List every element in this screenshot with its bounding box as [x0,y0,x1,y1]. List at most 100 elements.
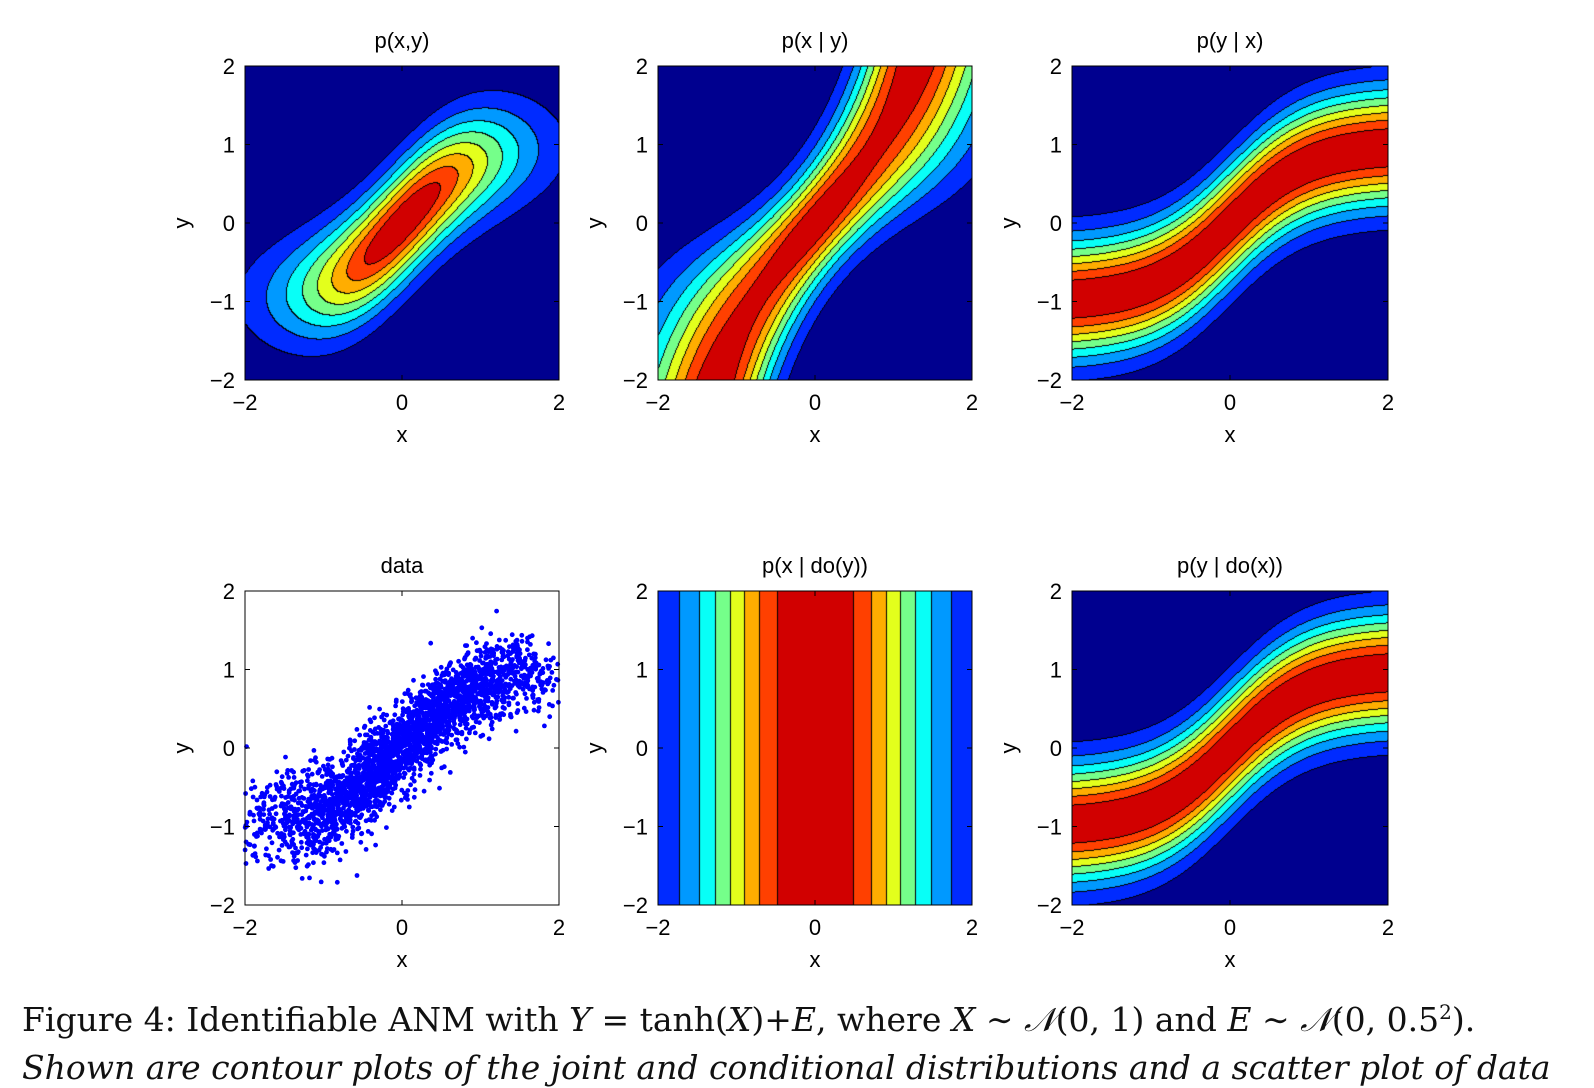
x-axis-label: x [1225,947,1236,972]
caption-math: 𝒩 [1024,1000,1056,1039]
scatter-point [435,724,440,729]
scatter-point [434,685,440,691]
scatter-point [334,879,340,885]
scatter-point [434,699,440,705]
scatter-point [355,808,361,814]
scatter-point [463,725,469,731]
scatter-point [270,827,276,833]
scatter-point [396,745,402,751]
scatter-point [501,699,507,705]
scatter-point [405,753,410,758]
scatter-point [293,850,299,856]
scatter-point [425,682,431,687]
scatter-point [549,670,555,675]
scatter-point [448,692,454,697]
caption-math: ). [1451,1000,1476,1039]
y-tick-label: 0 [1050,211,1062,236]
scatter-point [289,838,295,844]
scatter-point [543,657,549,663]
caption-label: Figure 4: [22,1000,176,1039]
scatter-point [278,803,284,809]
scatter-point [392,734,397,740]
heatmap-image-1 [658,66,972,380]
scatter-point [546,641,551,647]
scatter-point [379,789,385,795]
y-tick-label: −2 [1037,368,1062,393]
scatter-point [299,779,304,785]
scatter-point [291,775,297,780]
scatter-point [359,812,365,818]
scatter-point [455,686,461,691]
scatter-point [400,712,405,718]
scatter-point [447,770,453,775]
scatter-point [417,726,422,732]
scatter-point [440,678,445,684]
scatter-point [449,742,455,747]
scatter-point [465,650,471,655]
panel-title: data [381,553,425,578]
scatter-point [474,648,480,654]
scatter-point [513,638,519,644]
scatter-point [545,681,551,687]
x-axis-label: x [397,422,408,447]
x-tick-label: 2 [966,390,978,415]
scatter-point [353,758,359,764]
x-tick-label: 2 [1382,915,1394,940]
y-axis-label: y [169,218,194,229]
scatter-point [487,690,492,696]
scatter-point [520,686,526,692]
scatter-point [418,721,423,727]
scatter-point [273,811,279,817]
scatter-point [525,647,530,653]
y-tick-label: 2 [1050,579,1062,604]
scatter-point [389,759,395,765]
scatter-point [383,754,388,760]
scatter-point [399,699,405,704]
scatter-point [316,818,321,824]
scatter-point [255,806,260,811]
caption-text: , where [816,1000,952,1039]
scatter-point [428,640,434,646]
x-tick-label: 0 [396,390,408,415]
scatter-point [494,669,500,675]
scatter-point [355,826,360,832]
heatmap-image-0 [245,66,559,380]
scatter-point [285,819,291,825]
scatter-point [312,757,317,763]
scatter-point [492,705,498,711]
scatter-point [551,682,557,688]
scatter-point [483,654,489,660]
scatter-point [433,676,438,682]
scatter-point [289,768,294,773]
scatter-point [434,716,439,722]
scatter-point [411,794,417,800]
scatter-point [325,778,331,784]
scatter-point [522,664,528,670]
scatter-point [436,737,441,742]
scatter-point [420,682,425,688]
scatter-point [430,695,436,700]
scatter-point [446,731,451,737]
scatter-point [275,830,280,836]
scatter-point [511,695,516,701]
scatter-point [264,846,269,852]
scatter-point [322,801,328,807]
scatter-point [475,691,481,697]
scatter-point [420,749,425,755]
scatter-point [446,727,451,733]
y-tick-label: −1 [210,290,235,315]
scatter-point [263,826,268,832]
scatter-point [489,726,495,732]
y-tick-label: 0 [636,211,648,236]
scatter-point [263,852,269,858]
scatter-point [368,719,374,725]
y-tick-label: −1 [623,815,648,840]
scatter-point [283,827,288,833]
scatter-point [276,789,282,794]
scatter-point [389,808,395,813]
scatter-point [443,712,449,717]
scatter-point [339,761,345,767]
scatter-point [372,726,378,732]
panel-title: p(y | do(x)) [1177,553,1283,578]
scatter-point [390,772,395,778]
